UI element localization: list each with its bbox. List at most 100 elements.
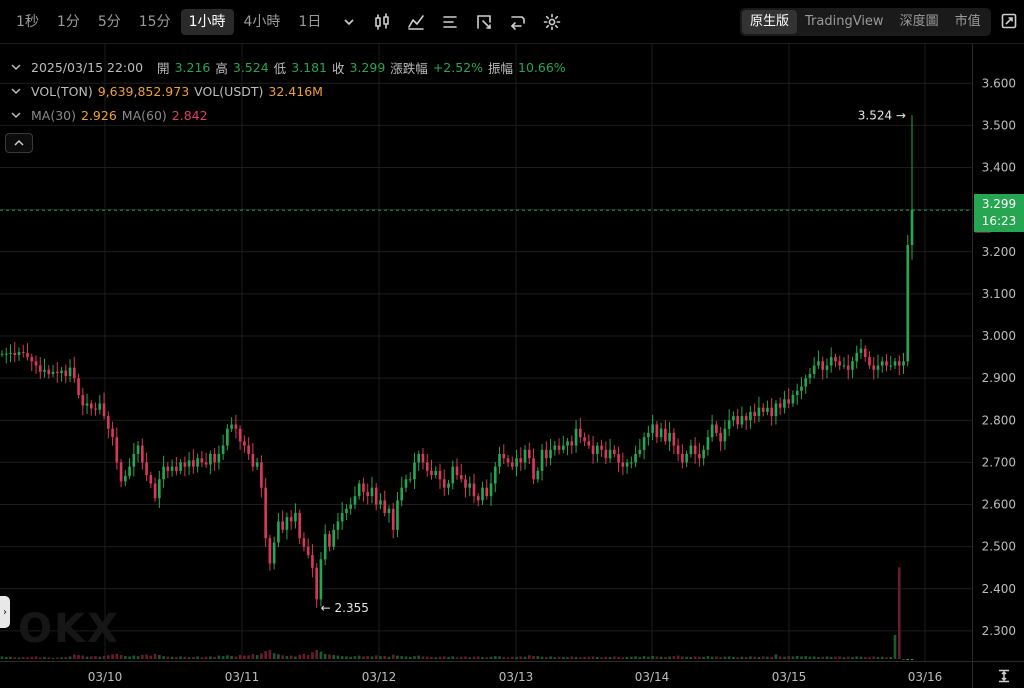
auto-scale-icon[interactable] <box>994 666 1014 686</box>
collapse-legend-button[interactable] <box>5 133 33 153</box>
candle-body <box>634 454 637 463</box>
candle-body <box>600 445 603 450</box>
candle-body <box>26 352 29 358</box>
view-tab-2[interactable]: 深度圖 <box>899 14 939 29</box>
close-label: 收 <box>331 60 345 76</box>
view-tab-1[interactable]: TradingView <box>805 14 884 29</box>
candle-body <box>859 348 863 353</box>
volume-bar <box>540 656 544 659</box>
volume-bar <box>413 656 416 659</box>
amplitude-label: 振幅 <box>488 60 514 76</box>
candle-body <box>336 521 340 530</box>
ma60-label: MA(60) <box>121 107 167 123</box>
settings-icon[interactable] <box>536 9 568 35</box>
candle-body <box>812 365 816 374</box>
candlestick-chart[interactable]: 3.6003.5003.4003.3003.2003.1003.0002.900… <box>0 44 1024 688</box>
view-tab-3[interactable]: 市值 <box>954 14 981 29</box>
y-tick-label: 2.600 <box>982 498 1016 512</box>
candle-body <box>277 521 280 543</box>
candle-body <box>689 445 693 454</box>
candle-body <box>328 534 331 547</box>
interval-5[interactable]: 4小時 <box>243 14 281 30</box>
candle-body <box>774 403 778 417</box>
volume-bar <box>408 657 412 659</box>
volume-bar <box>910 659 914 660</box>
high-annotation: 3.524 → <box>858 108 906 122</box>
volume-bar <box>204 656 208 659</box>
interval-4[interactable]: 1小時 <box>180 9 234 35</box>
candle-body <box>685 454 688 463</box>
volume-bar <box>306 655 310 659</box>
volume-bar <box>289 655 293 659</box>
volume-bar <box>183 656 187 659</box>
candle-body <box>98 403 102 410</box>
candle-type-icon[interactable] <box>366 9 398 35</box>
side-panel-handle[interactable]: › <box>0 596 10 628</box>
candle-body <box>51 371 55 374</box>
candle-body <box>778 403 782 408</box>
candle-body <box>251 454 255 467</box>
candle-body <box>723 428 727 442</box>
volume-bar <box>315 649 318 659</box>
candle-body <box>519 458 523 463</box>
volume-bar <box>387 656 391 659</box>
high-value: 3.524 <box>232 59 269 75</box>
volume-bar <box>251 654 255 659</box>
list-icon[interactable] <box>434 9 466 35</box>
candle-body <box>60 370 63 374</box>
chevron-down-icon[interactable] <box>10 85 22 97</box>
candle-body <box>111 428 114 438</box>
volume-bar <box>455 657 459 659</box>
volume-bar <box>64 657 68 659</box>
volume-bar <box>800 656 803 659</box>
ma-legend-row: MA(30) 2.926 MA(60) 2.842 <box>10 103 566 127</box>
candle-body <box>196 458 199 467</box>
volume-bar <box>209 656 212 659</box>
indicator-icon[interactable] <box>400 9 432 35</box>
candle-body <box>379 500 382 505</box>
volume-bar <box>732 657 735 659</box>
volume-bar <box>298 654 301 659</box>
candle-body <box>340 512 344 522</box>
candle-body <box>744 416 748 421</box>
volume-bar <box>625 657 629 659</box>
candle-body <box>502 454 506 459</box>
candle-body <box>783 399 786 408</box>
chevron-up-icon <box>14 139 24 146</box>
chevron-down-icon[interactable] <box>10 61 22 73</box>
candle-body <box>285 517 289 530</box>
okx-watermark-logo: OKX <box>18 606 120 652</box>
candle-body <box>370 487 374 497</box>
interval-2[interactable]: 5分 <box>97 14 121 30</box>
candle-body <box>115 437 119 463</box>
fullscreen-icon[interactable] <box>998 10 1020 32</box>
volume-bar <box>617 656 620 659</box>
view-tab-0[interactable]: 原生版 <box>742 10 798 34</box>
volume-bar <box>192 657 195 659</box>
interval-0[interactable]: 1秒 <box>16 14 39 30</box>
more-intervals-chevron-icon[interactable] <box>339 9 359 35</box>
candle-body <box>851 361 854 370</box>
candle-body <box>421 454 425 463</box>
interval-6[interactable]: 1日 <box>298 14 322 30</box>
volume-bar <box>260 653 263 659</box>
volume-bar <box>81 655 85 659</box>
interval-1[interactable]: 1分 <box>56 14 80 30</box>
candle-body <box>608 449 612 459</box>
volume-bar <box>808 656 812 659</box>
volume-bar <box>481 657 484 659</box>
candle-body <box>413 462 416 480</box>
chevron-down-icon[interactable] <box>10 109 22 121</box>
volume-bar <box>664 657 667 659</box>
candle-body <box>374 487 378 505</box>
volume-bar <box>817 657 820 659</box>
x-tick-label: 03/10 <box>88 670 123 684</box>
volume-bar <box>38 657 42 659</box>
volume-bar <box>175 657 178 659</box>
drawing-icon[interactable] <box>468 9 500 35</box>
replay-icon[interactable] <box>502 9 534 35</box>
interval-3[interactable]: 15分 <box>138 14 171 30</box>
volume-bar <box>906 659 910 660</box>
candle-body <box>72 367 76 379</box>
volume-bar <box>613 656 616 659</box>
